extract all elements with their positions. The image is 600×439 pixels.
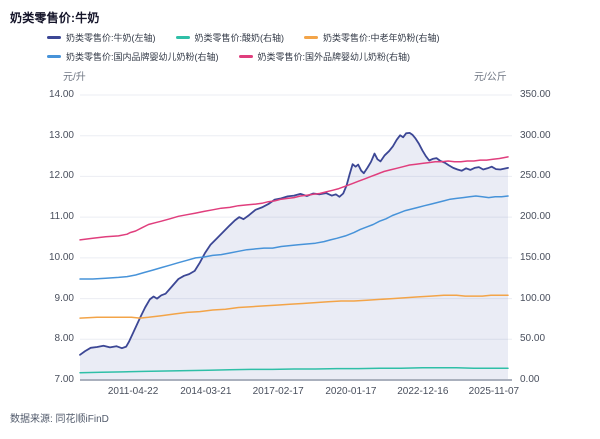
legend-line-icon [47,36,61,39]
data-source-note: 数据来源: 同花顺iFinD [10,414,109,425]
y-axis-tick-left: 7.00 [54,374,74,385]
x-axis-tick: 2025-11-07 [468,386,520,397]
y-axis-tick-right: 150.00 [520,251,551,263]
left-axis-unit: 元/升 [63,72,86,83]
legend-label: 奶类零售价:国内品牌婴幼儿奶粉(右轴) [66,52,219,62]
legend-label: 奶类零售价:国外品牌婴幼儿奶粉(右轴) [257,52,411,62]
y-axis-tick-right: 50.00 [520,333,546,345]
right-axis-unit: 元/公斤 [474,72,507,83]
x-axis-tick: 2017-02-17 [252,386,304,397]
y-axis-tick-left: 14.00 [48,89,74,100]
y-axis-tick-right: 250.00 [520,170,551,182]
x-axis-tick: 2011-04-22 [107,386,159,397]
legend-label: 奶类零售价:牛奶(左轴) [66,33,156,43]
legend-row-2: 奶类零售价:国内品牌婴幼儿奶粉(右轴) 奶类零售价:国外品牌婴幼儿奶粉(右轴) [47,50,440,63]
legend-row-1: 奶类零售价:牛奶(左轴) 奶类零售价:酸奶(右轴) 奶类零售价:中老年奶粉(右轴… [47,31,440,44]
y-axis-tick-right: 0.00 [520,374,540,385]
y-axis-tick-left: 8.00 [54,333,74,345]
x-axis-tick: 2022-12-16 [397,386,449,397]
legend-line-icon [238,55,253,58]
legend-label: 奶类零售价:中老年奶粉(右轴) [323,33,440,43]
y-axis-tick-right: 350.00 [520,89,551,100]
x-axis-tick: 2020-01-17 [325,386,377,397]
y-axis-tick-left: 9.00 [54,292,74,304]
chart-title: 奶类零售价:牛奶 [10,11,100,25]
y-axis-tick-right: 100.00 [520,292,551,304]
x-axis-tick: 2014-03-21 [180,386,232,397]
legend-item-domestic-infant-formula[interactable]: 奶类零售价:国内品牌婴幼儿奶粉(右轴) [47,50,219,63]
y-axis-tick-right: 300.00 [520,129,551,141]
y-axis-tick-left: 11.00 [49,211,74,223]
legend-item-milk[interactable]: 奶类零售价:牛奶(左轴) [47,31,156,44]
legend-label: 奶类零售价:酸奶(右轴) [194,33,285,43]
legend-line-icon [304,36,318,39]
legend-line-icon [47,55,61,58]
y-axis-tick-left: 13.00 [48,129,74,141]
y-axis-tick-left: 10.00 [48,251,74,263]
legend-line-icon [175,36,190,39]
legend: 奶类零售价:牛奶(左轴) 奶类零售价:酸奶(右轴) 奶类零售价:中老年奶粉(右轴… [47,31,440,63]
legend-item-foreign-infant-formula[interactable]: 奶类零售价:国外品牌婴幼儿奶粉(右轴) [238,50,411,63]
y-axis-tick-right: 200.00 [520,211,551,223]
legend-item-yogurt[interactable]: 奶类零售价:酸奶(右轴) [175,31,285,44]
legend-item-senior-milkpowder[interactable]: 奶类零售价:中老年奶粉(右轴) [304,31,440,44]
y-axis-tick-left: 12.00 [48,170,74,182]
